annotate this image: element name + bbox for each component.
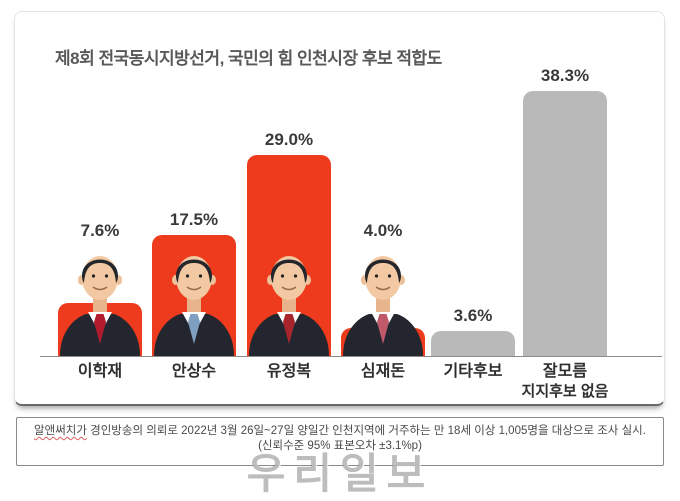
bar-category-line: 기타후보 xyxy=(443,363,503,380)
bar-value-label: 29.0% xyxy=(264,130,314,149)
candidate-photo-안상수 xyxy=(151,246,237,356)
bar-category-label: 유정복 xyxy=(224,362,354,382)
bar-category-label: 심재돈 xyxy=(318,362,448,382)
survey-source-name: 알앤써치가 xyxy=(34,425,87,437)
bar-기타후보 xyxy=(431,331,515,356)
bar-value-label: 4.0% xyxy=(363,221,403,240)
bar-category-line: 이학재 xyxy=(77,363,123,380)
bar-category-line: 안상수 xyxy=(171,363,217,380)
survey-confidence-text: (신뢰수준 95% 표본오차 ±3.1%p) xyxy=(258,440,422,452)
survey-method-text: 알앤써치가 경인방송의 의뢰로 2022년 3월 26일~27일 양일간 인천지… xyxy=(17,424,663,439)
bar-category-line: 잘모름 xyxy=(542,363,588,380)
bar-value-label: 3.6% xyxy=(453,306,493,325)
bar-category-line: 유정복 xyxy=(266,363,312,380)
x-axis-line xyxy=(40,356,662,357)
survey-method-rest: 경인방송의 의뢰로 2022년 3월 26일~27일 양일간 인천지역에 거주하… xyxy=(86,425,646,437)
bar-잘모름 xyxy=(523,91,607,356)
candidate-photo-이학재 xyxy=(57,246,143,356)
candidate-photo-유정복 xyxy=(246,246,332,356)
bar-category-line: 지지후보 없음 xyxy=(521,383,609,400)
bar-category-label: 기타후보 xyxy=(408,362,538,382)
bar-category-label: 이학재 xyxy=(35,362,165,382)
poll-result-infographic: 제8회 전국동시지방선거, 국민의 힘 인천시장 후보 적합도 7.6% 이학재 1… xyxy=(14,11,665,497)
candidate-photo-심재돈 xyxy=(340,246,426,356)
survey-footnote-box: 알앤써치가 경인방송의 의뢰로 2022년 3월 26일~27일 양일간 인천지… xyxy=(16,417,664,466)
bar-value-label: 17.5% xyxy=(169,210,219,229)
chart-title: 제8회 전국동시지방선거, 국민의 힘 인천시장 후보 적합도 xyxy=(55,49,442,68)
bar-value-label: 38.3% xyxy=(540,66,590,85)
bar-category-line: 심재돈 xyxy=(360,363,406,380)
bar-value-label: 7.6% xyxy=(80,221,120,240)
bar-category-label: 안상수 xyxy=(129,362,259,382)
